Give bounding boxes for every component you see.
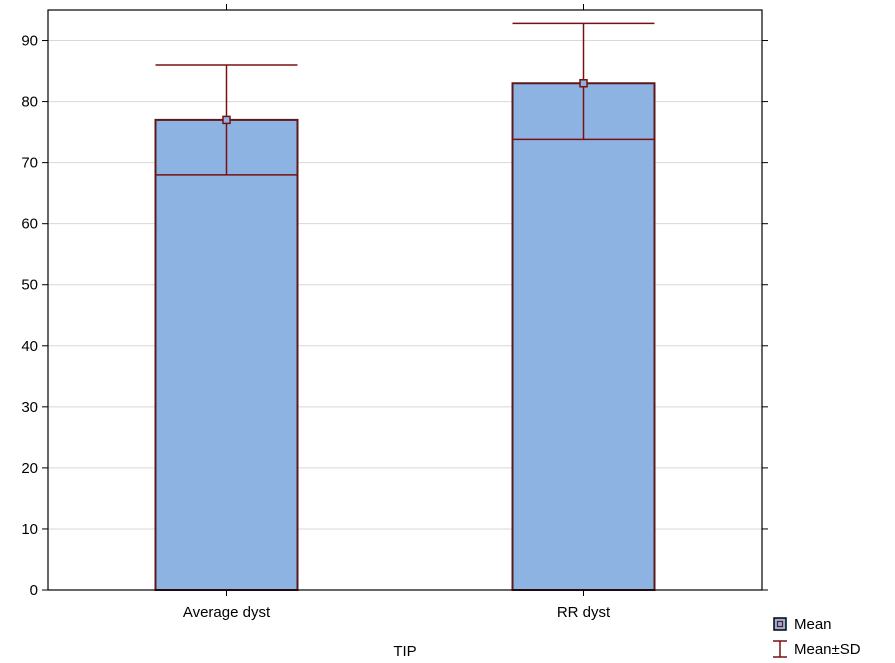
y-tick-label: 70 <box>21 155 38 172</box>
mean-marker <box>579 79 588 88</box>
x-tick-label: Average dyst <box>183 604 271 621</box>
legend-mean-marker <box>776 620 784 628</box>
y-tick-label: 50 <box>21 277 38 294</box>
y-axis: 0 10 20 30 40 50 60 70 80 90 <box>21 33 768 599</box>
y-tick-label: 20 <box>21 460 38 477</box>
plot-frame <box>47 9 763 591</box>
y-tick-label: 90 <box>21 33 38 50</box>
legend-item: Mean <box>773 616 832 633</box>
legend: Mean Mean±SD <box>773 616 861 658</box>
y-tick-label: 40 <box>21 338 38 355</box>
bar <box>511 82 656 592</box>
y-tick-label: 0 <box>30 582 38 599</box>
x-tick-label: RR dyst <box>557 604 611 621</box>
x-axis: Average dyst RR dyst <box>183 4 611 621</box>
bars <box>154 82 656 592</box>
y-tick-label: 10 <box>21 521 38 538</box>
legend-label: Mean±SD <box>794 641 861 658</box>
error-bars <box>155 22 655 176</box>
x-axis-title: TIP <box>393 643 416 660</box>
mean-marker <box>222 115 231 125</box>
bar <box>154 118 299 591</box>
legend-label: Mean <box>794 616 832 633</box>
y-tick-label: 30 <box>21 399 38 416</box>
y-tick-label: 80 <box>21 94 38 111</box>
y-tick-label: 60 <box>21 216 38 233</box>
legend-item: Mean±SD <box>773 640 861 658</box>
legend-mean-swatch <box>773 617 787 631</box>
